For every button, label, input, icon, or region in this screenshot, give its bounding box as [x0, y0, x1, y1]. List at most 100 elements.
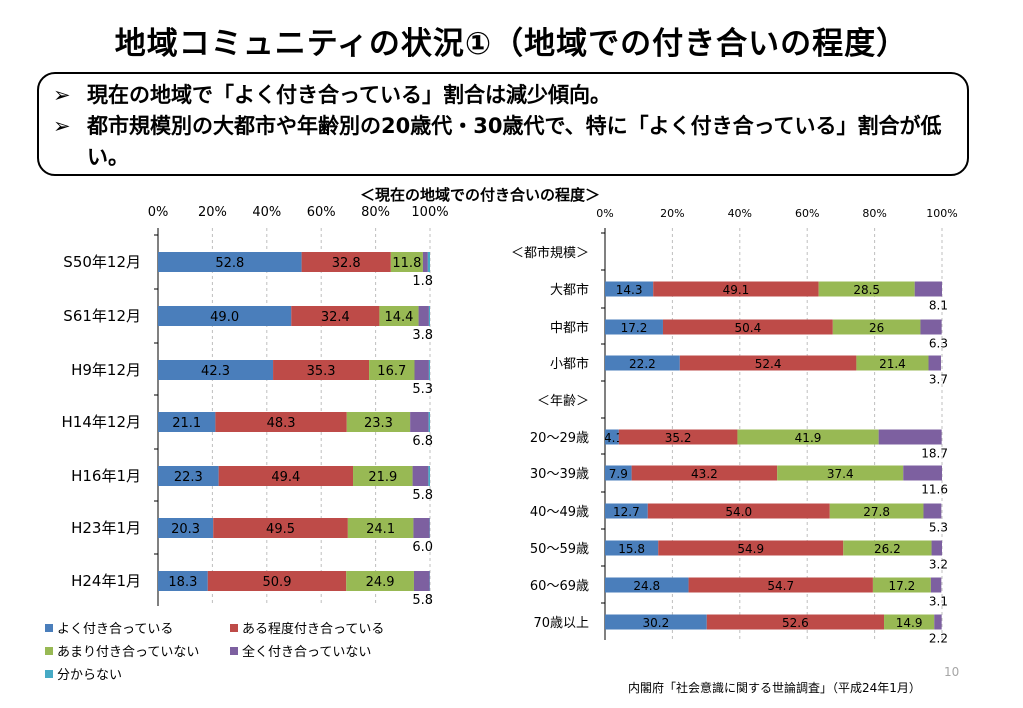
left-bar-segment — [213, 518, 348, 538]
left-bar-segment — [273, 360, 370, 380]
right-tick-label: 100% — [926, 207, 957, 220]
left-bar-segment — [428, 306, 430, 326]
right-category-label: 30～39歳 — [530, 467, 589, 482]
left-bar-segment — [379, 306, 419, 326]
right-tick-label: 80% — [862, 207, 886, 220]
left-data-label: 3.8 — [412, 328, 433, 343]
right-bar-segment — [605, 281, 654, 297]
left-bar-segment — [158, 571, 208, 591]
right-data-label: 12.7 — [613, 505, 640, 519]
left-data-label: 6.8 — [412, 434, 433, 449]
left-bar-segment — [158, 360, 274, 380]
left-data-label: 6.0 — [412, 540, 433, 555]
right-data-label: 7.9 — [609, 467, 628, 481]
left-data-label: 52.8 — [215, 256, 244, 271]
left-bar-segment — [428, 360, 430, 380]
legend-swatch-3 — [230, 647, 238, 655]
left-category-label: S50年12月 — [63, 253, 141, 271]
left-data-label: 48.3 — [267, 416, 296, 431]
left-bar-segment — [207, 571, 347, 591]
left-category-label: H9年12月 — [71, 361, 141, 379]
right-data-label: 27.8 — [863, 505, 890, 519]
right-bar-segment — [605, 465, 632, 481]
left-bar-segment — [158, 306, 292, 326]
left-data-label: 24.1 — [366, 522, 395, 537]
right-tick-label: 20% — [660, 207, 684, 220]
left-data-label: 42.3 — [201, 364, 230, 379]
left-data-label: 16.7 — [377, 364, 406, 379]
right-data-label: 18.7 — [921, 447, 948, 461]
left-bar-segment — [369, 360, 415, 380]
right-data-label: 6.3 — [929, 337, 948, 351]
right-data-label: 54.9 — [737, 542, 764, 556]
left-tick-label: 60% — [307, 205, 336, 220]
right-bar-segment — [920, 319, 942, 335]
left-bar-segment — [428, 466, 430, 486]
right-data-label: 28.5 — [853, 283, 880, 297]
right-bar-segment — [605, 319, 663, 335]
right-bar-segment — [662, 319, 833, 335]
legend-item-2: あまり付き合っていない — [45, 641, 230, 664]
right-bar-segment — [605, 614, 707, 630]
right-data-label: 2.2 — [929, 632, 948, 646]
left-bar-segment — [390, 252, 423, 272]
right-category-label: 60～69歳 — [530, 579, 589, 594]
right-tick-label: 60% — [795, 207, 819, 220]
left-bar-segment — [353, 466, 413, 486]
legend-swatch-2 — [45, 647, 53, 655]
left-bar-segment — [158, 518, 214, 538]
right-data-label: 52.6 — [782, 616, 809, 630]
legend-item-3: 全く付き合っていない — [230, 641, 371, 664]
right-data-label: 37.4 — [827, 467, 854, 481]
right-data-label: 21.4 — [879, 357, 906, 371]
right-bar-segment — [706, 614, 885, 630]
legend-label-3: 全く付き合っていない — [242, 645, 372, 660]
left-data-label: 1.8 — [412, 274, 433, 289]
summary-box: 現在の地域で「よく付き合っている」割合は減少傾向。 都市規模別の大都市や年齢別の… — [37, 72, 969, 176]
right-data-label: 17.2 — [889, 579, 916, 593]
left-bar-segment — [346, 412, 411, 432]
right-bar-segment — [653, 281, 819, 297]
right-bar-segment — [777, 465, 904, 481]
legend-swatch-4 — [45, 670, 53, 678]
right-bar-segment — [923, 503, 942, 519]
right-bar-segment — [878, 429, 942, 445]
right-category-label: 50～59歳 — [530, 542, 589, 557]
left-data-label: 32.8 — [332, 256, 361, 271]
summary-bullet-2: 都市規模別の大都市や年齢別の20歳代・30歳代で、特に「よく付き合っている」割合… — [53, 111, 953, 173]
left-bar-segment — [158, 466, 219, 486]
left-category-label: H23年1月 — [71, 519, 141, 537]
right-bar-segment — [928, 355, 941, 371]
right-data-label: 30.2 — [643, 616, 670, 630]
right-data-label: 24.8 — [633, 579, 660, 593]
right-bar-segment — [914, 281, 942, 297]
page-title: 地域コミュニティの状況①（地域での付き合いの程度） — [114, 26, 909, 62]
right-data-label: 54.0 — [725, 505, 752, 519]
left-data-label: 50.9 — [263, 575, 292, 590]
left-data-label: 11.8 — [392, 256, 421, 271]
left-category-label: H16年1月 — [71, 467, 141, 485]
left-data-label: 49.0 — [210, 310, 239, 325]
right-category-label: 小都市 — [550, 356, 589, 372]
left-bar-segment — [158, 412, 216, 432]
left-tick-label: 20% — [198, 205, 227, 220]
left-data-label: 5.3 — [412, 382, 433, 397]
right-category-label: ＜年齢＞ — [537, 394, 589, 409]
right-data-label: 43.2 — [691, 467, 718, 481]
summary-bullet-1: 現在の地域で「よく付き合っている」割合は減少傾向。 — [53, 80, 953, 111]
right-bar-segment — [931, 540, 942, 556]
left-bar-segment — [428, 412, 430, 432]
right-tick-label: 40% — [728, 207, 752, 220]
left-bar-segment — [215, 412, 347, 432]
left-data-label: 35.3 — [307, 364, 336, 379]
left-bar-segment — [347, 518, 414, 538]
left-data-label: 20.3 — [171, 522, 200, 537]
right-data-label: 4.1 — [604, 431, 623, 445]
legend-item-0: よく付き合っている — [45, 618, 230, 641]
left-category-label: H14年12月 — [62, 413, 141, 431]
right-data-label: 26.2 — [874, 542, 901, 556]
right-bar-segment — [631, 465, 778, 481]
right-category-label: 中都市 — [550, 320, 589, 336]
right-data-label: 14.9 — [896, 616, 923, 630]
